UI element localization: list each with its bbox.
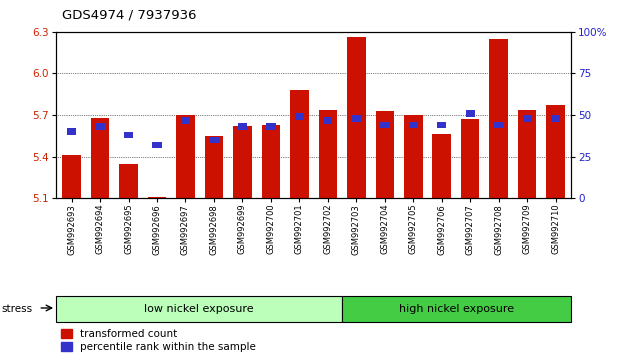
Bar <box>209 137 219 143</box>
Bar <box>233 126 252 198</box>
Bar <box>295 113 304 120</box>
Bar <box>551 115 560 122</box>
Bar <box>119 164 138 198</box>
Bar <box>432 135 451 198</box>
Bar <box>62 155 81 198</box>
Bar <box>409 121 418 129</box>
Bar <box>205 136 223 198</box>
Bar <box>546 105 565 198</box>
Bar <box>266 123 276 130</box>
Bar <box>342 296 571 322</box>
Legend: transformed count, percentile rank within the sample: transformed count, percentile rank withi… <box>61 329 256 352</box>
Bar <box>181 116 190 124</box>
Bar <box>56 296 342 322</box>
Bar <box>261 125 280 198</box>
Bar <box>323 116 332 124</box>
Bar <box>380 121 389 129</box>
Bar <box>290 90 309 198</box>
Bar <box>522 115 532 122</box>
Bar <box>238 123 247 130</box>
Bar <box>67 128 76 135</box>
Bar <box>404 115 422 198</box>
Bar <box>124 132 133 138</box>
Bar <box>347 38 366 198</box>
Bar <box>518 109 537 198</box>
Bar <box>152 142 161 148</box>
Bar <box>376 111 394 198</box>
Bar <box>461 119 479 198</box>
Bar <box>494 121 504 129</box>
Bar <box>351 115 361 122</box>
Text: low nickel exposure: low nickel exposure <box>144 304 254 314</box>
Bar <box>489 39 508 198</box>
Bar <box>319 109 337 198</box>
Bar <box>466 110 475 117</box>
Text: stress: stress <box>1 304 32 314</box>
Text: GDS4974 / 7937936: GDS4974 / 7937936 <box>62 9 197 22</box>
Bar <box>176 115 195 198</box>
Bar <box>91 118 109 198</box>
Bar <box>96 123 105 130</box>
Bar <box>148 197 166 198</box>
Bar <box>437 121 446 129</box>
Text: high nickel exposure: high nickel exposure <box>399 304 514 314</box>
